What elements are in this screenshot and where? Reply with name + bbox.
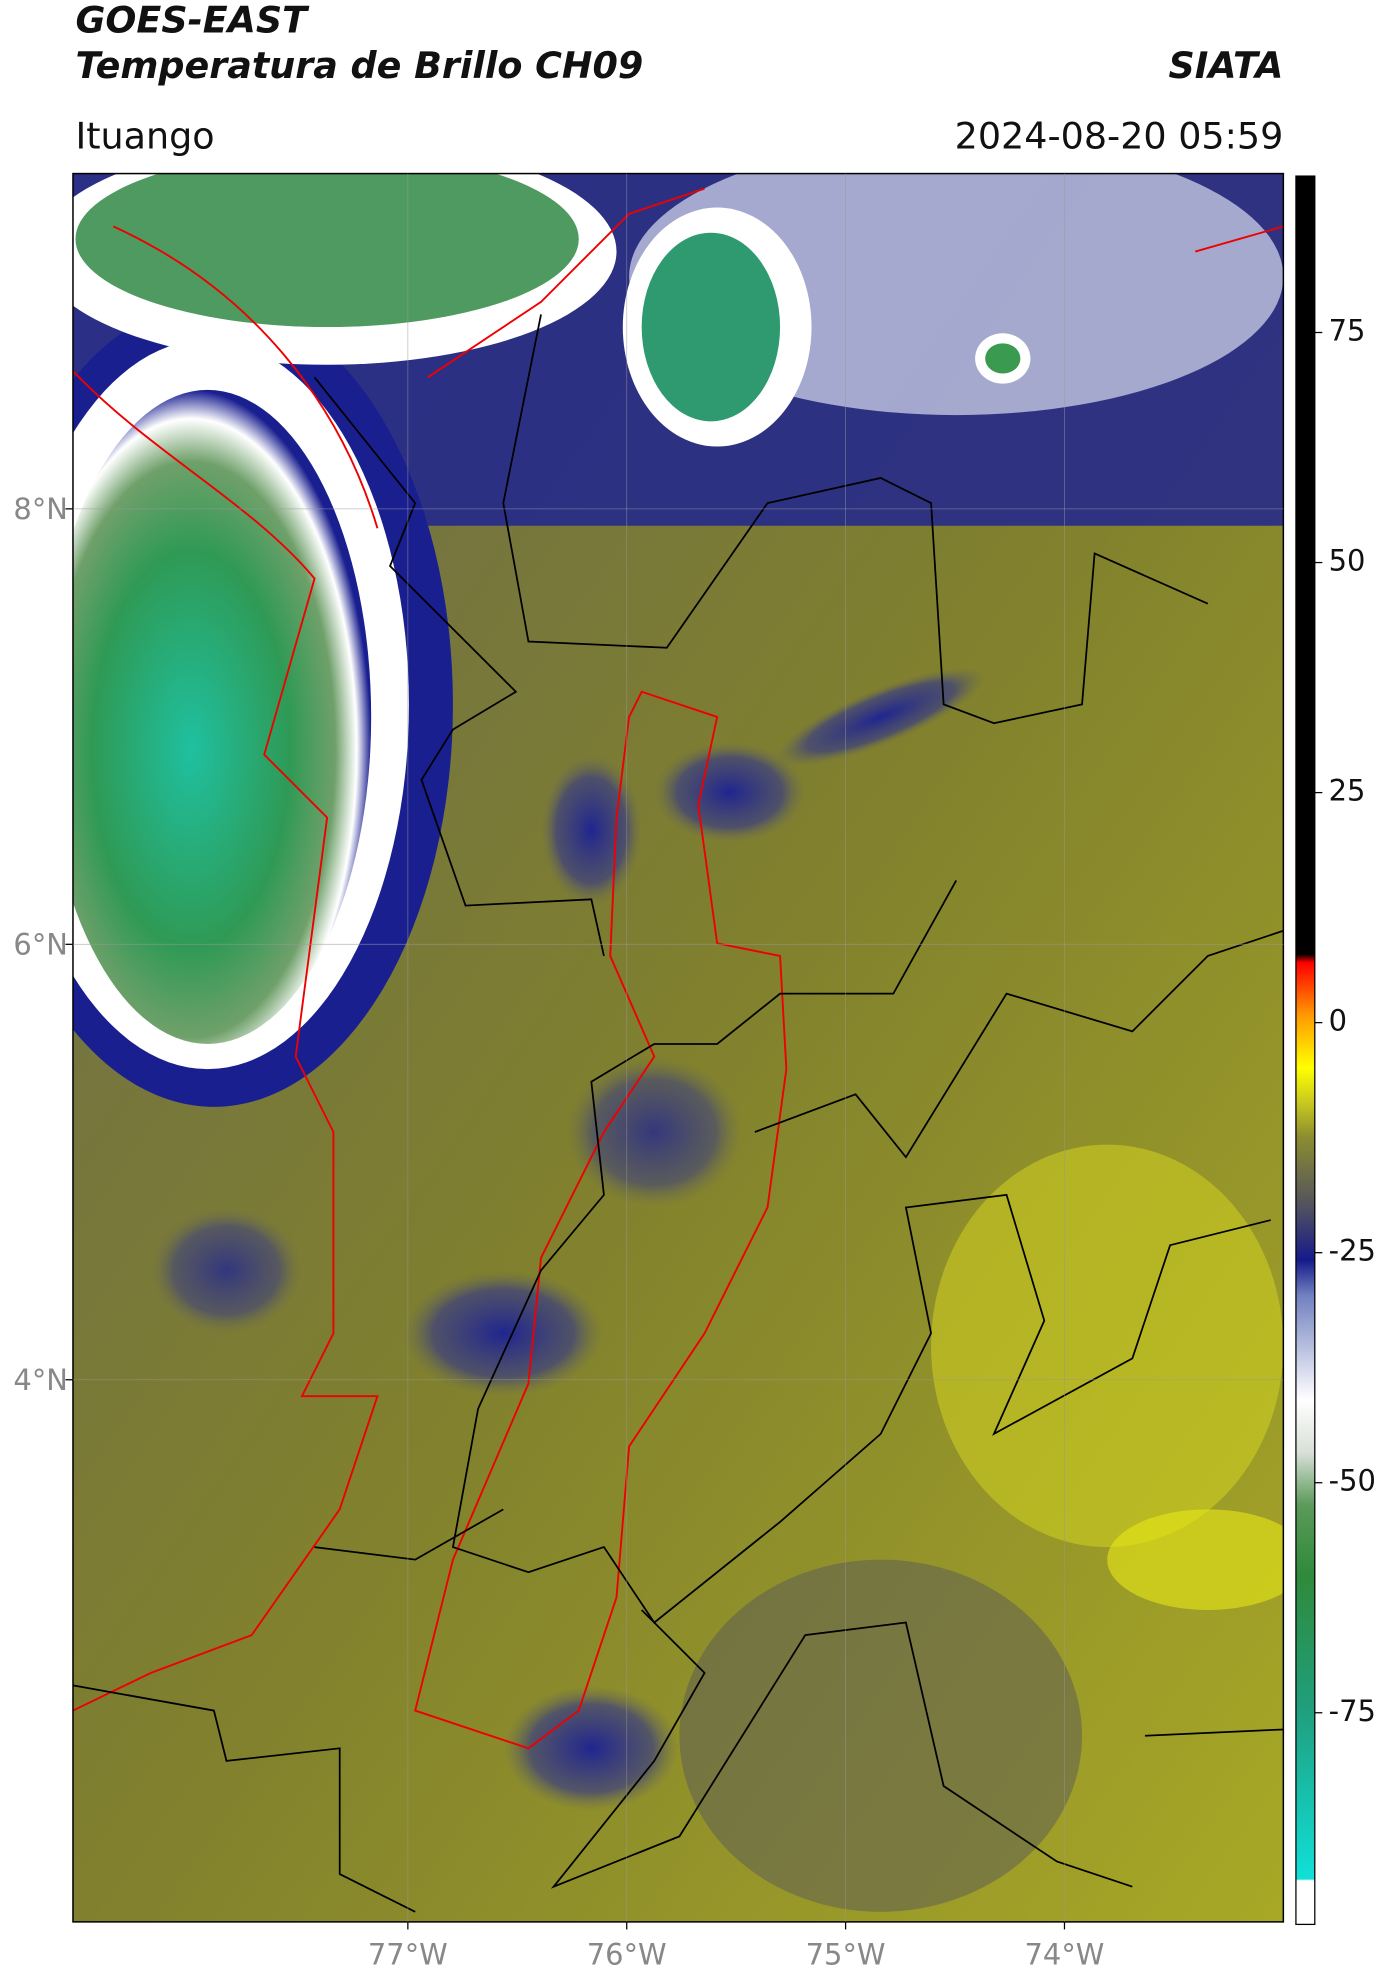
y-tick-label: 6°N xyxy=(13,927,68,961)
subtitle: Temperatura de Brillo CH09 xyxy=(75,44,643,87)
y-tick-label: 4°N xyxy=(13,1363,68,1397)
colorbar-tick-label: -75 xyxy=(1329,1694,1376,1728)
x-tick-label: 76°W xyxy=(587,1938,667,1972)
colorbar-tick-label: -25 xyxy=(1329,1234,1376,1268)
location: Ituango xyxy=(75,114,214,157)
y-tick-label: 8°N xyxy=(13,492,68,526)
colorbar-tick-label: 50 xyxy=(1329,544,1366,578)
title: GOES-EAST xyxy=(75,0,310,42)
x-tick-label: 74°W xyxy=(1025,1938,1105,1972)
colorbar-tick-label: -50 xyxy=(1329,1464,1376,1498)
x-tick-label: 77°W xyxy=(368,1938,448,1972)
colorbar-tick-label: 0 xyxy=(1329,1004,1347,1038)
colorbar xyxy=(1295,175,1316,1926)
colorbar-tick-label: 25 xyxy=(1329,774,1366,808)
x-tick-label: 75°W xyxy=(806,1938,886,1972)
satellite-image xyxy=(72,173,1284,1922)
brand: SIATA xyxy=(1168,44,1283,87)
map-frame xyxy=(72,172,1285,1923)
colorbar-tick-label: 75 xyxy=(1329,314,1366,348)
datetime: 2024-08-20 05:59 xyxy=(955,114,1284,157)
